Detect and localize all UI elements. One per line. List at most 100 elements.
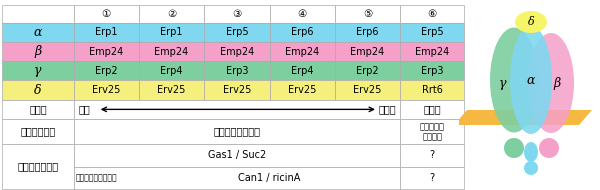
Text: ③: ③ [232,9,242,19]
Bar [269,81,335,100]
Text: Can1 / ricinA: Can1 / ricinA [238,173,301,183]
Text: （候補タンパク質）: （候補タンパク質） [76,173,118,182]
Text: 培養条件に
依存する: 培養条件に 依存する [419,122,445,141]
Text: Erp3: Erp3 [421,66,443,76]
Bar [2,5,74,23]
Text: Emp24: Emp24 [285,47,319,57]
Text: Erp3: Erp3 [226,66,248,76]
Bar [269,61,335,81]
Bar [400,5,464,23]
Bar [335,5,400,23]
Bar [400,61,464,81]
Text: Emp24: Emp24 [154,47,188,57]
Text: ②: ② [167,9,176,19]
Ellipse shape [524,142,538,162]
Text: Erv25: Erv25 [353,85,382,95]
Bar [400,144,464,167]
Text: Erp2: Erp2 [95,66,118,76]
Bar [139,42,204,61]
Text: Rrt6: Rrt6 [422,85,443,95]
Bar [204,5,269,23]
Ellipse shape [510,26,552,134]
Bar [400,42,464,61]
Text: β: β [553,77,560,89]
Circle shape [539,138,559,158]
Bar [269,23,335,42]
Text: ⑥: ⑥ [428,9,437,19]
Text: Erv25: Erv25 [223,85,251,95]
Ellipse shape [490,28,538,132]
Bar [74,144,400,167]
Bar [204,42,269,61]
Text: Erp4: Erp4 [291,66,313,76]
Bar [2,42,74,61]
Bar [74,5,139,23]
Text: Erp6: Erp6 [291,27,313,37]
Text: 少ない: 少ない [379,104,397,114]
Bar [204,61,269,81]
Ellipse shape [515,11,547,33]
Bar [74,23,139,42]
Text: Erv25: Erv25 [157,85,186,95]
Text: Emp24: Emp24 [415,47,449,57]
Bar [2,144,74,189]
Text: Emp24: Emp24 [220,47,254,57]
Text: Erp1: Erp1 [160,27,183,37]
Text: 常に発現している: 常に発現している [214,127,260,137]
Bar [269,42,335,61]
Circle shape [504,138,524,158]
Text: δ: δ [527,17,535,27]
Text: α: α [34,26,42,39]
Bar [139,61,204,81]
Text: Erp5: Erp5 [421,27,443,37]
Bar [74,81,139,100]
Bar [2,119,74,144]
Bar [74,42,139,61]
Text: Erp5: Erp5 [226,27,248,37]
Text: ①: ① [101,9,111,19]
Text: 発現パターン: 発現パターン [20,127,56,137]
Bar [139,81,204,100]
Text: Emp24: Emp24 [350,47,385,57]
Bar [335,81,400,100]
Bar [139,23,204,42]
Text: ④: ④ [298,9,307,19]
Text: Erp4: Erp4 [160,66,183,76]
Text: ?: ? [430,150,435,160]
Bar [74,119,400,144]
Text: Erv25: Erv25 [288,85,316,95]
Text: α: α [527,74,535,86]
Text: 多い: 多い [78,104,90,114]
Ellipse shape [528,33,574,133]
Text: Emp24: Emp24 [89,47,124,57]
Text: γ: γ [499,77,507,89]
Bar [74,167,400,189]
Bar [2,100,74,119]
Bar [400,119,464,144]
Text: γ: γ [34,64,41,77]
Text: ⑤: ⑤ [363,9,372,19]
Bar [74,100,400,119]
Text: Erp2: Erp2 [356,66,379,76]
Bar [400,23,464,42]
Bar [400,100,464,119]
Text: 少ない: 少ない [424,104,441,114]
Bar [204,81,269,100]
Text: 存在量: 存在量 [29,104,47,114]
Text: ?: ? [430,173,435,183]
Bar [2,23,74,42]
Bar [139,5,204,23]
Bar [335,61,400,81]
Text: Erp1: Erp1 [95,27,118,37]
Bar [400,167,464,189]
Circle shape [524,161,538,175]
Bar [269,5,335,23]
Bar [74,61,139,81]
Text: δ: δ [34,84,41,97]
Text: 積荷タンパク質: 積荷タンパク質 [17,162,59,172]
Bar [204,23,269,42]
Text: β: β [34,45,41,58]
Bar [2,81,74,100]
Bar [400,81,464,100]
Text: Gas1 / Suc2: Gas1 / Suc2 [208,150,266,160]
